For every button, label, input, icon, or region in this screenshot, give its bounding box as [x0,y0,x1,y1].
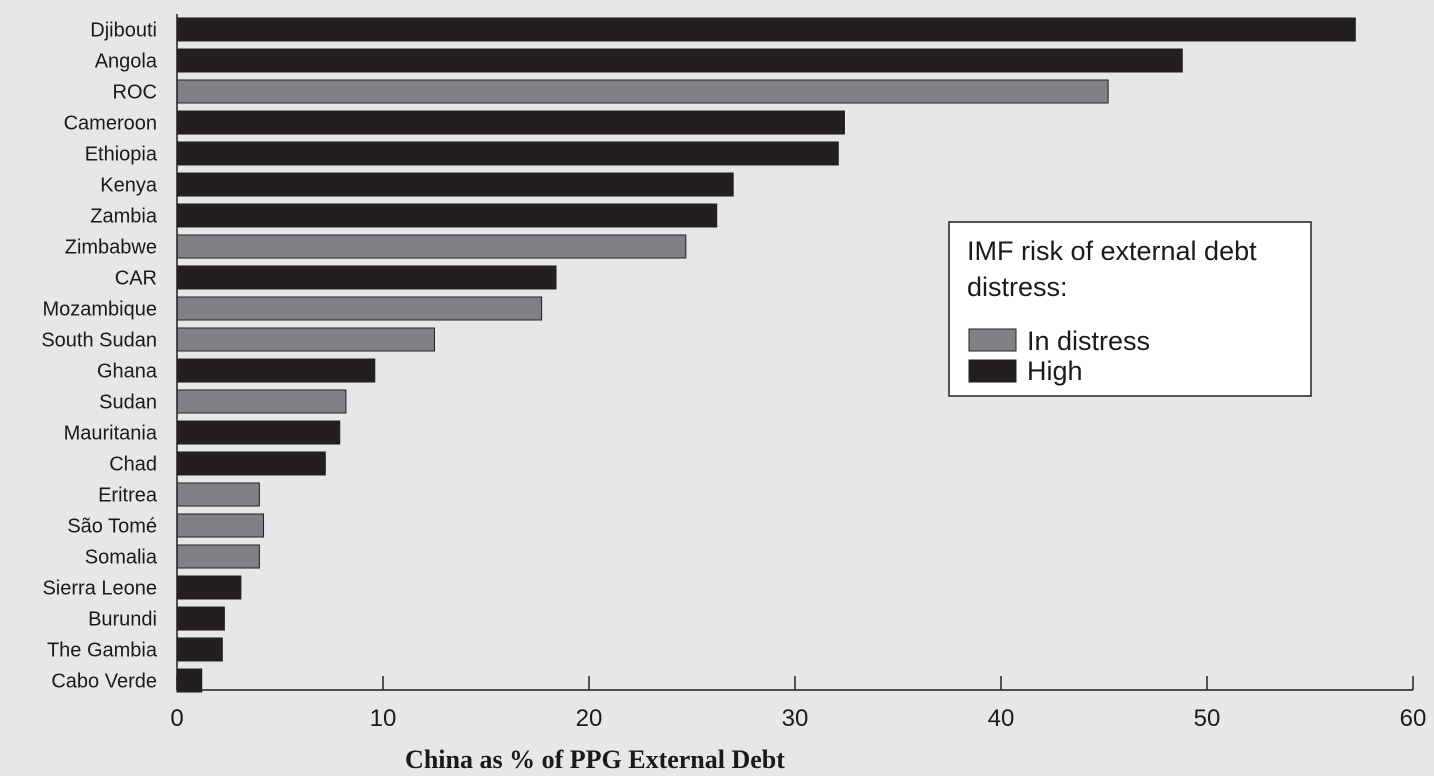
bar-zambia [176,203,718,228]
x-tick-label: 30 [782,705,809,732]
category-label: Djibouti [90,20,157,42]
x-tick-label: 10 [370,705,397,732]
bar-south-sudan [176,327,435,352]
bar-somalia [176,544,260,569]
bar-djibouti [176,17,1356,42]
legend-title-line-1: IMF risk of external debt [967,236,1257,266]
category-label: Eritrea [98,485,158,507]
category-label: South Sudan [41,330,157,352]
bar-mozambique [176,296,543,321]
bar-roc [176,79,1109,104]
category-label: Burundi [88,609,157,631]
category-label: CAR [115,268,157,290]
bar-sudan [176,389,347,414]
category-label: Zambia [90,206,158,228]
x-tick-label: 0 [170,705,183,732]
category-label: The Gambia [47,640,158,662]
legend-swatch-high [968,359,1017,383]
category-label: Sierra Leone [42,578,157,600]
x-ticks: 0 10 20 30 40 50 60 [170,676,1426,732]
bar-cabo-verde [176,668,203,693]
x-tick-label: 60 [1400,705,1427,732]
category-label: Chad [109,454,157,476]
legend-swatch-in-distress [968,328,1017,352]
bar-the-gambia [176,637,223,662]
category-label: Sudan [99,392,157,414]
bar-ethiopia [176,141,839,166]
bar-angola [176,48,1183,73]
category-label: ROC [113,82,157,104]
category-label: Somalia [85,547,158,569]
legend-label-high: High [1027,356,1083,386]
bar-sierra-leone [176,575,242,600]
bar-eritrea [176,482,260,507]
legend-title-line-2: distress: [967,272,1068,302]
category-label: Cabo Verde [51,671,157,693]
category-labels: Djibouti Angola ROC Cameroon Ethiopia Kenya Za… [41,20,158,693]
category-label: Angola [95,51,158,73]
bar-car [176,265,557,290]
category-label: Mozambique [42,299,157,321]
bar-zimbabwe [176,234,687,259]
x-axis-title: China as % of PPG External Debt [405,745,785,774]
x-tick-label: 50 [1194,705,1221,732]
bar-chad [176,451,326,476]
bar-burundi [176,606,225,631]
category-label: Ethiopia [85,144,158,166]
category-label: Cameroon [64,113,157,135]
bar-ghana [176,358,376,383]
bar-cameroon [176,110,845,135]
category-label: Zimbabwe [65,237,157,259]
bar-s-o-tom- [176,513,265,538]
bar-kenya [176,172,734,197]
legend-label-in-distress: In distress [1027,326,1150,356]
category-label: Mauritania [64,423,158,445]
bar-mauritania [176,420,341,445]
category-label: São Tomé [67,516,157,538]
legend: IMF risk of external debt distress: In d… [948,221,1312,397]
category-label: Kenya [100,175,158,197]
category-label: Ghana [97,361,158,383]
x-tick-label: 20 [576,705,603,732]
x-tick-label: 40 [988,705,1015,732]
